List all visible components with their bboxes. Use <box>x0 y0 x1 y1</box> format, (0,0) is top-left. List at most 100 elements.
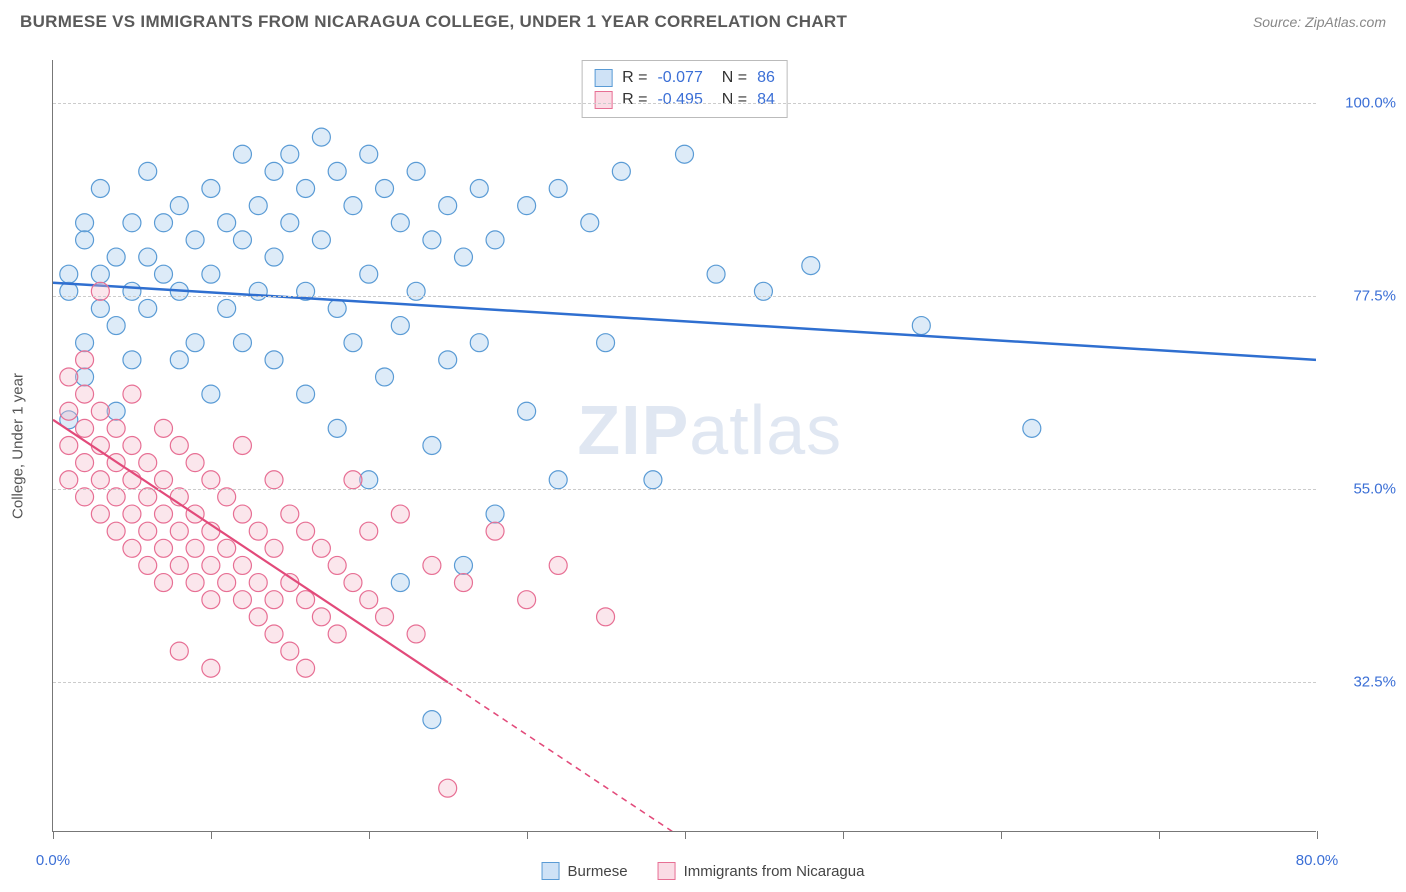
data-point <box>312 539 330 557</box>
x-tick <box>685 831 686 839</box>
data-point <box>265 162 283 180</box>
r-label: R = <box>622 91 647 109</box>
data-point <box>91 180 109 198</box>
data-point <box>249 574 267 592</box>
y-axis-label: College, Under 1 year <box>10 373 27 519</box>
x-tick <box>1317 831 1318 839</box>
data-point <box>344 334 362 352</box>
data-point <box>218 214 236 232</box>
data-point <box>233 556 251 574</box>
data-point <box>186 334 204 352</box>
data-point <box>312 231 330 249</box>
data-point <box>328 556 346 574</box>
data-point <box>123 505 141 523</box>
data-point <box>676 145 694 163</box>
data-point <box>344 574 362 592</box>
n-value-nicaragua: 84 <box>757 91 775 109</box>
gridline <box>53 489 1316 490</box>
data-point <box>486 231 504 249</box>
data-point <box>470 334 488 352</box>
data-point <box>439 779 457 797</box>
x-tick <box>843 831 844 839</box>
gridline <box>53 682 1316 683</box>
data-point <box>328 419 346 437</box>
data-point <box>139 299 157 317</box>
x-tick <box>211 831 212 839</box>
r-value-nicaragua: -0.495 <box>657 91 702 109</box>
data-point <box>107 248 125 266</box>
data-point <box>281 642 299 660</box>
data-point <box>155 505 173 523</box>
chart-title: BURMESE VS IMMIGRANTS FROM NICARAGUA COL… <box>20 12 847 32</box>
legend-swatch-nicaragua <box>658 862 676 880</box>
data-point <box>249 197 267 215</box>
y-tick-label: 55.0% <box>1326 480 1396 497</box>
data-point <box>707 265 725 283</box>
legend-row-burmese: R = -0.077 N = 86 <box>594 67 775 89</box>
data-point <box>107 522 125 540</box>
data-point <box>123 539 141 557</box>
data-point <box>91 505 109 523</box>
data-point <box>76 231 94 249</box>
data-point <box>312 608 330 626</box>
data-point <box>202 591 220 609</box>
swatch-nicaragua <box>594 91 612 109</box>
chart-plot-area: ZIPatlas R = -0.077 N = 86 R = -0.495 N … <box>52 60 1316 832</box>
data-point <box>391 317 409 335</box>
swatch-burmese <box>594 69 612 87</box>
data-point <box>597 334 615 352</box>
data-point <box>518 591 536 609</box>
data-point <box>139 488 157 506</box>
correlation-legend: R = -0.077 N = 86 R = -0.495 N = 84 <box>581 60 788 118</box>
data-point <box>233 437 251 455</box>
data-point <box>170 351 188 369</box>
data-point <box>344 471 362 489</box>
data-point <box>376 180 394 198</box>
data-point <box>249 522 267 540</box>
gridline <box>53 103 1316 104</box>
data-point <box>265 539 283 557</box>
data-point <box>423 437 441 455</box>
data-point <box>597 608 615 626</box>
data-point <box>265 248 283 266</box>
scatter-svg <box>53 60 1316 831</box>
data-point <box>233 334 251 352</box>
data-point <box>60 437 78 455</box>
data-point <box>155 419 173 437</box>
data-point <box>107 419 125 437</box>
data-point <box>518 197 536 215</box>
data-point <box>139 522 157 540</box>
data-point <box>265 625 283 643</box>
data-point <box>155 471 173 489</box>
y-tick-label: 100.0% <box>1326 94 1396 111</box>
n-value-burmese: 86 <box>757 69 775 87</box>
data-point <box>202 556 220 574</box>
data-point <box>754 282 772 300</box>
data-point <box>202 265 220 283</box>
data-point <box>139 454 157 472</box>
legend-row-nicaragua: R = -0.495 N = 84 <box>594 89 775 111</box>
data-point <box>470 180 488 198</box>
data-point <box>76 385 94 403</box>
data-point <box>60 265 78 283</box>
data-point <box>802 257 820 275</box>
gridline <box>53 296 1316 297</box>
data-point <box>218 299 236 317</box>
r-label: R = <box>622 69 647 87</box>
data-point <box>123 385 141 403</box>
x-tick <box>369 831 370 839</box>
data-point <box>423 556 441 574</box>
trend-line <box>53 420 448 682</box>
data-point <box>233 505 251 523</box>
data-point <box>233 231 251 249</box>
data-point <box>486 505 504 523</box>
data-point <box>328 625 346 643</box>
data-point <box>218 539 236 557</box>
data-point <box>249 282 267 300</box>
data-point <box>360 145 378 163</box>
data-point <box>60 368 78 386</box>
data-point <box>518 402 536 420</box>
data-point <box>407 625 425 643</box>
y-tick-label: 77.5% <box>1326 287 1396 304</box>
data-point <box>170 197 188 215</box>
